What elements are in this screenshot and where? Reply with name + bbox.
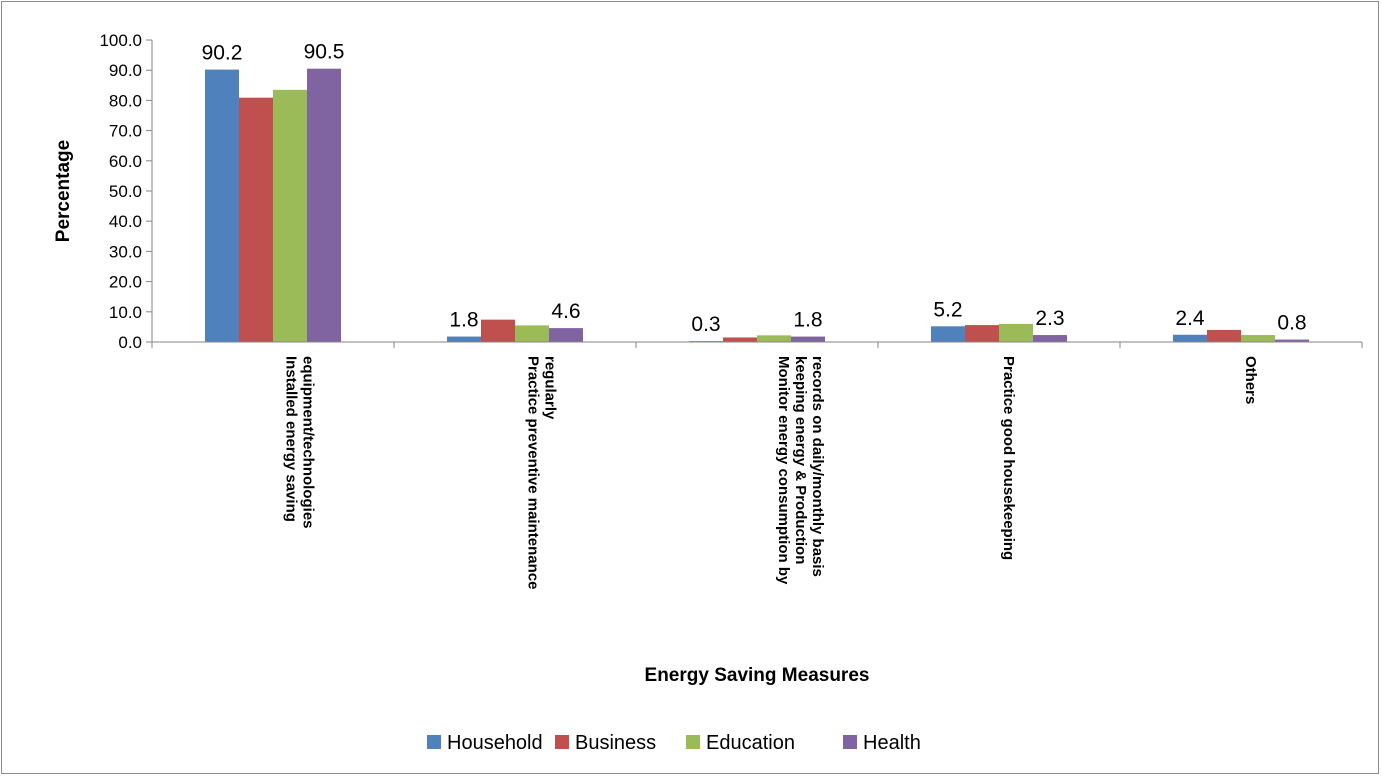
y-axis: 0.0 10.0 20.0 30.0 40.0 50.0 60.0 70.0 80.0 90.0 1…	[99, 31, 153, 352]
data-label: 1.8	[449, 309, 478, 332]
legend-label-business: Business	[575, 732, 656, 754]
bar-business	[723, 337, 757, 342]
category-label-line: Others	[1242, 356, 1259, 404]
legend: Household Business Education Health	[427, 732, 921, 754]
category-label-line: keeping energy & Production	[792, 356, 809, 564]
bar-education	[757, 335, 791, 342]
data-label: 90.2	[202, 42, 243, 65]
y-tick-label: 80.0	[109, 91, 142, 110]
y-tick-label: 0.0	[118, 333, 142, 352]
bar-business	[239, 97, 273, 342]
bar-household	[931, 326, 965, 342]
category-label-line: records on daily/monthly basis	[809, 356, 826, 577]
y-tick-label: 70.0	[109, 122, 142, 141]
bar-health	[307, 68, 341, 342]
legend-swatch-education	[686, 735, 700, 749]
bar-education	[1241, 335, 1275, 342]
bar-household	[447, 336, 481, 342]
y-tick-label: 60.0	[109, 152, 142, 171]
bar-household	[205, 69, 239, 342]
bar-health	[549, 328, 583, 342]
bar-business	[965, 325, 999, 342]
category-label-line: Practice good housekeeping	[1000, 356, 1017, 560]
bar-business	[1207, 329, 1241, 342]
data-label: 1.8	[793, 309, 822, 332]
bar-health	[791, 336, 825, 342]
y-tick-label: 20.0	[109, 273, 142, 292]
data-labels: 90.2 90.5 1.8 4.6 0.3 1.8 5.2 2.3 2.4 0.8	[202, 41, 1307, 336]
legend-swatch-health	[843, 735, 857, 749]
data-label: 2.3	[1035, 307, 1064, 330]
y-tick-label: 50.0	[109, 182, 142, 201]
bar-business	[481, 319, 515, 342]
category-label-line: Monitor energy consumption by	[775, 356, 792, 585]
data-label: 2.4	[1175, 307, 1205, 330]
y-tick-label: 90.0	[109, 61, 142, 80]
legend-label-household: Household	[447, 732, 543, 754]
category-label-line: equipment/technologies	[300, 356, 317, 529]
y-axis-title: Percentage	[53, 140, 74, 242]
bar-health	[1033, 335, 1067, 342]
legend-label-health: Health	[863, 732, 921, 754]
y-tick-label: 30.0	[109, 242, 142, 261]
y-tick-label: 100.0	[99, 31, 142, 50]
bar-household	[1173, 334, 1207, 342]
data-label: 0.3	[691, 313, 720, 336]
legend-label-education: Education	[706, 732, 795, 754]
data-label: 90.5	[304, 41, 345, 64]
data-label: 4.6	[551, 300, 580, 323]
category-label-line: Installed energy saving	[283, 356, 300, 522]
x-axis: Installed energy savingequipment/technol…	[151, 341, 1363, 589]
bar-education	[515, 325, 549, 342]
category-label: Others	[1242, 356, 1259, 404]
data-label: 5.2	[933, 298, 962, 321]
y-tick-label: 10.0	[109, 303, 142, 322]
category-label-line: regularly	[542, 356, 559, 420]
bar-education	[999, 323, 1033, 342]
legend-swatch-household	[427, 735, 441, 749]
bar-health	[1275, 339, 1309, 342]
category-label: Practice good housekeeping	[1000, 356, 1017, 560]
bars	[205, 68, 1309, 342]
data-label: 0.8	[1277, 312, 1306, 335]
category-label-line: Practice preventive maintenance	[525, 356, 542, 589]
category-label: Practice preventive maintenanceregularly	[525, 356, 559, 589]
x-axis-title: Energy Saving Measures	[645, 665, 870, 686]
legend-swatch-business	[555, 735, 569, 749]
bar-education	[273, 89, 307, 342]
y-tick-label: 40.0	[109, 212, 142, 231]
category-label: Installed energy savingequipment/technol…	[283, 356, 317, 529]
category-label: Monitor energy consumption bykeeping ene…	[775, 356, 826, 585]
